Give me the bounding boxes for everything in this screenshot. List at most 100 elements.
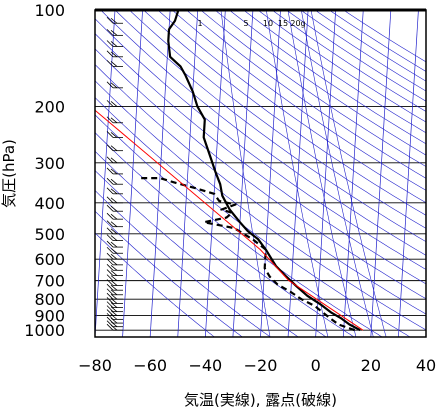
y-tick-label: 400 (34, 194, 65, 213)
isotherm-line (122, 10, 143, 337)
wind-barb (106, 196, 123, 204)
wind-barb (106, 234, 123, 242)
wind-barb (106, 227, 123, 235)
wind-barb (106, 301, 123, 309)
wind-barb (106, 50, 123, 58)
mixing-ratio-label: 20g (290, 19, 305, 28)
profile-series (95, 10, 364, 332)
y-tick-label: 900 (34, 307, 65, 326)
dry-adiabat-line (95, 210, 243, 337)
dry-adiabat-line (143, 10, 426, 216)
wind-barb (106, 81, 123, 89)
wind-barb (106, 264, 123, 271)
dry-adiabat-line (95, 132, 355, 337)
x-tick-label: −80 (78, 356, 112, 375)
wind-barb (106, 131, 123, 138)
wind-barb (106, 156, 123, 164)
wind-barb (106, 309, 123, 316)
dewpoint-line (137, 177, 356, 332)
mixing-ratio-labels: 1 5 10 15 20g (197, 19, 305, 28)
dry-adiabat-line (95, 114, 383, 337)
wind-barb (106, 177, 123, 185)
y-tick-label: 200 (34, 97, 65, 116)
x-tick-label: 20 (361, 356, 381, 375)
isotherm-line (425, 331, 426, 337)
wind-barb (106, 283, 123, 291)
isotherm-line (370, 10, 392, 337)
dry-adiabat-line (95, 232, 215, 337)
wind-barb (106, 269, 123, 276)
isotherm-line (232, 10, 254, 337)
temperature-line (167, 10, 361, 332)
wind-barb (106, 288, 123, 296)
wind-barb (106, 212, 123, 220)
wind-barb (106, 313, 123, 320)
x-axis-label: 気温(実線), 露点(破線) (184, 391, 337, 409)
y-tick-label: 100 (34, 1, 65, 20)
dry-adiabats (95, 10, 426, 337)
wind-barb (106, 305, 123, 313)
wind-barb (106, 252, 123, 260)
wind-barb (106, 246, 123, 254)
dry-adiabat-line (95, 64, 426, 315)
dry-adiabat-line (114, 10, 426, 243)
wind-barb (106, 100, 123, 107)
isotherm-line (177, 10, 199, 337)
dry-adiabat-line (157, 10, 426, 204)
y-tick-label: 300 (34, 154, 65, 173)
wind-barb (106, 220, 123, 228)
plot-frame (94, 9, 427, 338)
dry-adiabat-line (214, 10, 426, 156)
isotherm-line (149, 10, 171, 337)
wind-barb (106, 29, 123, 36)
dry-adiabat-line (200, 10, 426, 167)
mixing-ratio-lines (220, 10, 387, 337)
x-tick-label: 40 (416, 356, 436, 375)
isotherm-line (342, 10, 364, 337)
y-tick-label: 700 (34, 272, 65, 291)
x-tick-label: −20 (244, 356, 278, 375)
parcel-path-line (95, 109, 364, 331)
wind-barb (106, 16, 123, 24)
wind-barb (106, 40, 123, 47)
isotherm-line (260, 10, 281, 337)
mixing-ratio-label: 10 (263, 19, 273, 28)
wind-barb (106, 297, 123, 304)
isotherm-line (315, 10, 337, 337)
isotherm-line (67, 10, 87, 337)
mixing-ratio-line (310, 10, 387, 337)
wind-barb (106, 144, 123, 152)
dry-adiabat-line (95, 18, 426, 270)
dry-adiabat-line (186, 10, 426, 179)
wind-barb (106, 116, 123, 124)
plot-area (67, 10, 426, 337)
wind-barb (106, 279, 123, 286)
wind-barb (106, 258, 123, 266)
dry-adiabat-line (95, 97, 411, 337)
wind-barb (106, 60, 123, 67)
wind-barb (106, 274, 123, 282)
y-tick-label: 800 (34, 290, 65, 309)
mixing-ratio-line (301, 10, 374, 337)
isotherm-line (398, 10, 419, 337)
y-tick-label: 1000 (24, 321, 65, 340)
dry-adiabat-line (95, 33, 426, 285)
x-tick-label: 0 (311, 356, 321, 375)
mixing-ratio-label: 5 (243, 19, 248, 28)
dry-adiabat-line (95, 48, 426, 300)
wind-barb (106, 204, 123, 212)
x-tick-labels: −80 −60 −40 −20 0 20 40 (78, 356, 436, 375)
dry-adiabat-line (100, 10, 426, 256)
wind-barbs (106, 10, 123, 331)
mixing-ratio-line (266, 10, 329, 337)
dry-adiabat-line (95, 80, 426, 331)
wind-barb (106, 240, 123, 248)
y-tick-label: 500 (34, 225, 65, 244)
mixing-ratio-line (220, 10, 271, 337)
mixing-ratio-label: 15 (278, 19, 288, 28)
wind-barb (106, 187, 123, 195)
y-axis-label: 気圧(hPa) (0, 139, 18, 208)
dry-adiabat-line (129, 10, 426, 229)
dry-adiabat-line (95, 189, 271, 337)
